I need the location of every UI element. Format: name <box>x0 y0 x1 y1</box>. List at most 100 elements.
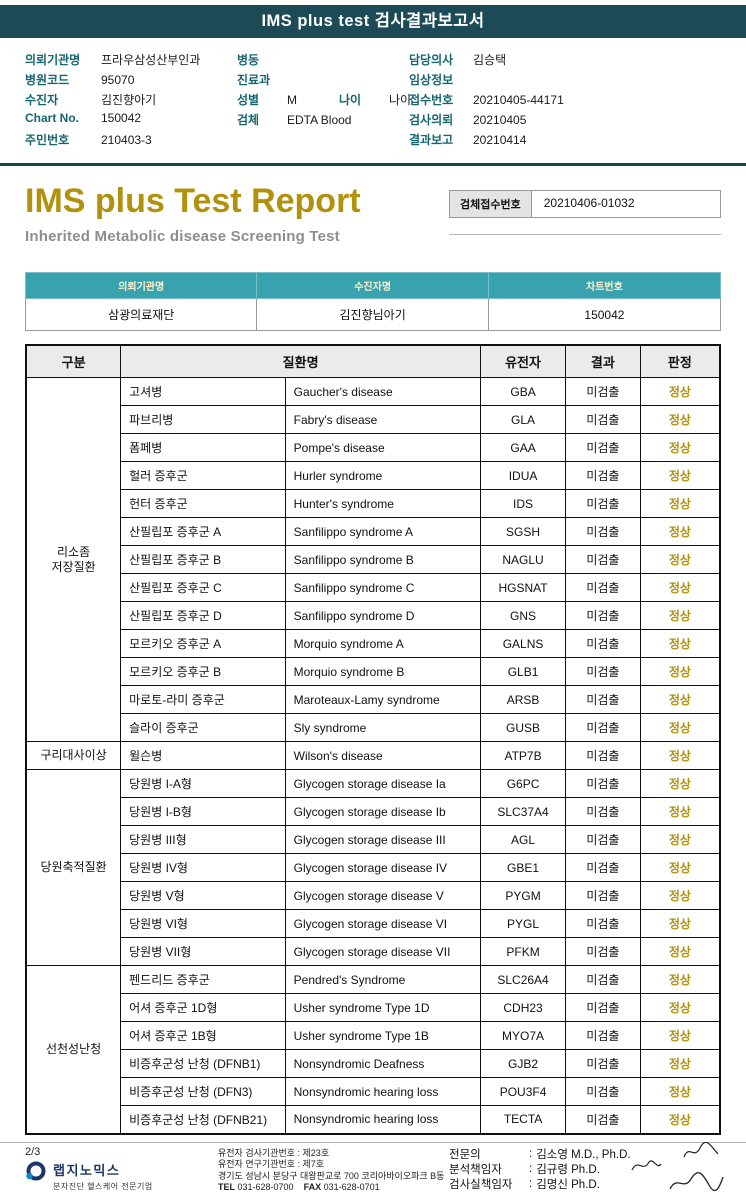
patient-info-row: 검사의뢰 20210405 <box>409 111 721 127</box>
field-label: 병원코드 <box>25 73 70 87</box>
result-table-body: 리소좀 저장질환 고셔병 Gaucher's disease GBA 미검출 정상 파브리병… <box>25 377 721 1134</box>
judgement-value: 정상 <box>639 405 721 434</box>
field-value: 210403-3 <box>101 133 152 147</box>
judgement-value: 정상 <box>639 909 721 938</box>
result-value: 미검출 <box>565 433 641 462</box>
report-heading-section: IMS plus Test Report Inherited Metabolic… <box>0 166 746 246</box>
field-label: 진료과 <box>237 73 271 87</box>
signature-icon <box>631 1159 662 1170</box>
result-value: 미검출 <box>565 545 641 574</box>
signer-role: 분석책임자 <box>449 1163 502 1176</box>
gene-header: 유전자 <box>480 344 566 378</box>
disease-name-kr: 헌터 증후군 <box>120 489 286 518</box>
disease-name-en: Wilson's disease <box>284 741 482 770</box>
field-label: Chart No. <box>25 111 79 125</box>
judgement-value: 정상 <box>639 657 721 686</box>
field-label: 임상정보 <box>409 73 454 87</box>
report-title: IMS plus Test Report <box>25 182 361 220</box>
table-row: 당원병 I-B형 Glycogen storage disease Ib SLC37… <box>26 797 721 826</box>
disease-name-en: Gaucher's disease <box>284 377 482 406</box>
chart-number-header: 차트번호 <box>487 272 722 299</box>
disease-name-kr: 당원병 VI형 <box>120 909 286 938</box>
specimen-number-value: 20210406-01032 <box>531 191 720 217</box>
disease-name-kr: 당원병 IV형 <box>120 853 286 882</box>
disease-name-kr: 모르키오 증후군 A <box>120 629 286 658</box>
field-value: M <box>287 93 297 107</box>
table-row: 비증후군성 난청 (DFNB21) Nonsyndromic hearing lo… <box>26 1105 721 1134</box>
company-logo: 랩지노믹스 분자진단 헬스케어 전문기업 <box>25 1160 721 1192</box>
gene-symbol: GBE1 <box>480 853 566 882</box>
result-value: 미검출 <box>565 1077 641 1106</box>
specimen-number-row: 검체접수번호 20210406-01032 <box>449 190 721 218</box>
report-subtitle: Inherited Metabolic disease Screening Te… <box>25 228 340 245</box>
judgement-value: 정상 <box>639 965 721 994</box>
chart-number-value: 150042 <box>487 298 722 331</box>
signer-row-analyst: 분석책임자 : 김규령 Ph.D. <box>449 1159 721 1176</box>
disease-name-kr: 비증후군성 난청 (DFNB21) <box>120 1105 286 1134</box>
specimen-number-label: 검체접수번호 <box>450 191 532 217</box>
patient-info-row: Chart No. 150042 <box>25 111 237 127</box>
judgement-value: 정상 <box>639 741 721 770</box>
signer-colon: : <box>529 1147 533 1160</box>
report-page: IMS plus test 검사결과보고서 의뢰기관명 프라우삼성산부인과 병원코드… <box>0 5 746 1201</box>
result-value: 미검출 <box>565 965 641 994</box>
field-label: 결과보고 <box>409 133 454 147</box>
table-row: 마로토-라미 증후군 Maroteaux-Lamy syndrome ARSB 미검출… <box>26 685 721 714</box>
patient-info-row: 임상정보 <box>409 71 721 87</box>
table-row: 모르키오 증후군 B Morquio syndrome B GLB1 미검출 정상 <box>26 657 721 686</box>
signer-colon: : <box>529 1162 533 1175</box>
disease-name-kr: 마로토-라미 증후군 <box>120 685 286 714</box>
disease-name-kr: 당원병 III형 <box>120 825 286 854</box>
judgement-value: 정상 <box>639 825 721 854</box>
disease-name-kr: 산필립포 증후군 D <box>120 601 286 630</box>
page-number: 2/3 <box>25 1145 41 1158</box>
patient-info-row: 수진자 김진향아기 <box>25 91 237 107</box>
patient-info-row: 결과보고 20210414 <box>409 131 721 147</box>
disease-name-kr: 슬라이 증후군 <box>120 713 286 742</box>
result-table-header-row: 구분 질환명 유전자 결과 판정 <box>25 344 721 378</box>
disease-name-en: Nonsyndromic hearing loss <box>284 1077 482 1106</box>
disease-name-en: Glycogen storage disease Ib <box>284 797 482 826</box>
field-label: 수진자 <box>25 93 59 107</box>
gene-symbol: PYGL <box>480 909 566 938</box>
gene-symbol: SGSH <box>480 517 566 546</box>
patient-info-column-2: 병동 진료과 성별 M 나이 나이 검체 EDTA Blood <box>237 51 411 151</box>
disease-name-kr: 고셔병 <box>120 377 286 406</box>
institution-table-value-row: 삼광의료재단 김진향님아기 150042 <box>24 298 722 331</box>
table-row: 당원병 VI형 Glycogen storage disease VI PYGL 미검… <box>26 909 721 938</box>
field-label: 병동 <box>237 53 260 67</box>
disease-name-kr: 산필립포 증후군 A <box>120 517 286 546</box>
judgement-value: 정상 <box>639 601 721 630</box>
table-row: 산필립포 증후군 C Sanfilippo syndrome C HGSNAT 미검출… <box>26 573 721 602</box>
signer-role: 전문의 <box>449 1148 481 1161</box>
disease-name-en: Hurler syndrome <box>284 461 482 490</box>
signer-row-lab-director: 검사실책임자 : 김명신 Ph.D. <box>449 1171 724 1191</box>
judgement-value: 정상 <box>639 993 721 1022</box>
disease-name-kr: 산필립포 증후군 C <box>120 573 286 602</box>
gene-symbol: GAA <box>480 433 566 462</box>
field-value: 김진향아기 <box>101 93 157 107</box>
disease-name-en: Morquio syndrome A <box>284 629 482 658</box>
gene-symbol: GALNS <box>480 629 566 658</box>
table-row: 헌터 증후군 Hunter's syndrome IDS 미검출 정상 <box>26 489 721 518</box>
signer-name: 김규령 Ph.D. <box>536 1163 600 1176</box>
result-value: 미검출 <box>565 741 641 770</box>
table-row: 당원병 IV형 Glycogen storage disease IV GBE1 미검… <box>26 853 721 882</box>
table-row: 산필립포 증후군 A Sanfilippo syndrome A SGSH 미검출 정상 <box>26 517 721 546</box>
lab-phone-line: TEL 031-628-0700 FAX 031-628-0701 <box>218 1182 444 1194</box>
result-value: 미검출 <box>565 489 641 518</box>
signature-icon <box>683 1141 719 1157</box>
table-row: 선천성난청 펜드리드 증후군 Pendred's Syndrome SLC26A4 미검… <box>25 965 721 1134</box>
field-value: 150042 <box>101 111 142 125</box>
disease-name-en: Morquio syndrome B <box>284 657 482 686</box>
logo-text: 랩지노믹스 분자진단 헬스케어 전문기업 <box>53 1160 153 1192</box>
field-label: 나이 <box>339 93 362 107</box>
disease-name-en: Glycogen storage disease III <box>284 825 482 854</box>
disease-name-en: Glycogen storage disease V <box>284 881 482 910</box>
disease-name-kr: 비증후군성 난청 (DFNB1) <box>120 1049 286 1078</box>
signer-role: 검사실책임자 <box>449 1178 513 1191</box>
judgement-value: 정상 <box>639 545 721 574</box>
judgement-value: 정상 <box>639 517 721 546</box>
gene-symbol: SLC37A4 <box>480 797 566 826</box>
disease-name-en: Sanfilippo syndrome A <box>284 517 482 546</box>
